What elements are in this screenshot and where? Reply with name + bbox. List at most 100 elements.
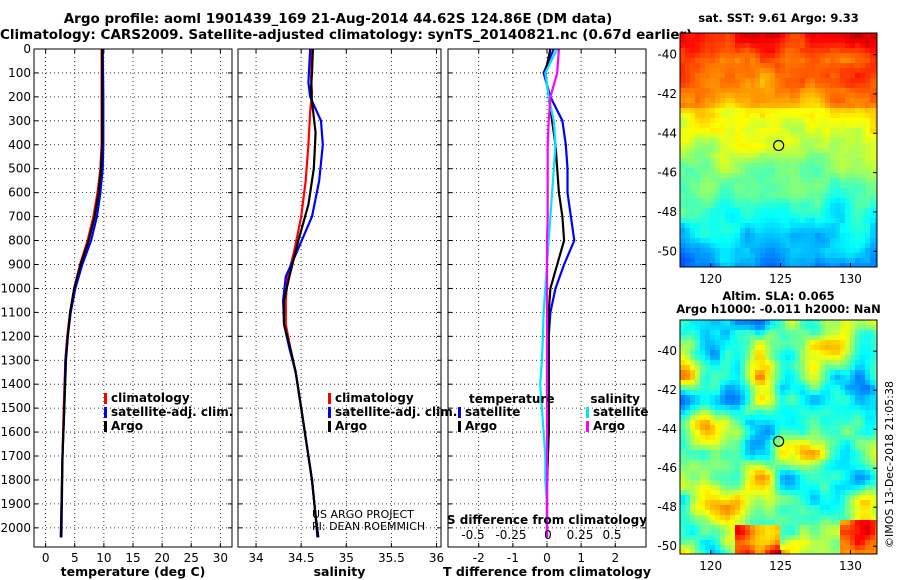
map-cell [765, 128, 771, 134]
map-cell [695, 228, 701, 234]
map-cell [870, 178, 876, 184]
map-cell [860, 93, 866, 99]
map-cell [720, 133, 726, 139]
map-cell [795, 480, 801, 486]
map-cell [680, 395, 686, 401]
map-cell [875, 223, 877, 229]
map-cell [725, 228, 731, 234]
map-cell [755, 490, 761, 496]
map-cell [790, 350, 796, 356]
map-cell [855, 340, 861, 346]
map-cell [705, 380, 711, 386]
map-cell [745, 58, 751, 64]
map-x-tick-label: 125 [769, 559, 792, 573]
map-cell [715, 525, 721, 531]
x-tick-label: 35.5 [378, 551, 405, 565]
map-cell [755, 485, 761, 491]
map-cell [860, 385, 866, 391]
map-cell [685, 475, 691, 481]
map-cell [820, 233, 826, 239]
map-cell [735, 133, 741, 139]
map-cell [820, 188, 826, 194]
map-cell [815, 340, 821, 346]
map-cell [875, 263, 877, 267]
map-cell [775, 380, 781, 386]
map-cell [775, 395, 781, 401]
map-cell [700, 475, 706, 481]
map-cell [820, 525, 826, 531]
map-cell [785, 335, 791, 341]
map-cell [775, 540, 781, 546]
map-cell [770, 108, 776, 114]
map-cell [720, 123, 726, 129]
map-cell [765, 435, 771, 441]
map-cell [870, 63, 876, 69]
map-cell [725, 48, 731, 54]
map-cell [800, 395, 806, 401]
map-cell [700, 465, 706, 471]
map-cell [845, 525, 851, 531]
map-cell [725, 545, 731, 551]
map-cell [705, 365, 711, 371]
map-cell [830, 88, 836, 94]
map-cell [820, 510, 826, 516]
map-cell [855, 263, 861, 267]
map-cell [740, 43, 746, 49]
map-cell [720, 58, 726, 64]
map-cell [850, 455, 856, 461]
map-cell [765, 520, 771, 526]
map-cell [815, 410, 821, 416]
map-cell [710, 500, 716, 506]
y-tick-label: 1700 [0, 449, 31, 463]
map-cell [740, 103, 746, 109]
map-cell [710, 173, 716, 179]
map-cell [710, 490, 716, 496]
map-cell [850, 238, 856, 244]
map-cell [730, 375, 736, 381]
map-cell [840, 78, 846, 84]
map-cell [820, 158, 826, 164]
map-cell [820, 223, 826, 229]
map-cell [790, 390, 796, 396]
map-cell [855, 258, 861, 264]
map-cell [705, 320, 711, 326]
map-cell [770, 530, 776, 536]
map-cell [695, 33, 701, 39]
map-cell [680, 550, 686, 554]
map-cell [775, 218, 781, 224]
map-cell [750, 505, 756, 511]
map-cell [750, 540, 756, 546]
map-y-tick-label: -44 [657, 422, 677, 436]
map-cell [690, 540, 696, 546]
map-cell [810, 108, 816, 114]
map-cell [770, 98, 776, 104]
map-cell [715, 460, 721, 466]
map-cell [745, 238, 751, 244]
map-cell [875, 400, 877, 406]
map-cell [825, 33, 831, 39]
map-cell [815, 460, 821, 466]
map-cell [795, 415, 801, 421]
map-cell [865, 390, 871, 396]
map-cell [785, 470, 791, 476]
map-cell [760, 375, 766, 381]
map-cell [785, 43, 791, 49]
map-cell [690, 193, 696, 199]
map-cell [785, 223, 791, 229]
map-cell [695, 455, 701, 461]
map-cell [740, 58, 746, 64]
map-cell [680, 63, 686, 69]
map-cell [710, 253, 716, 259]
map-cell [875, 540, 877, 546]
map-cell [830, 253, 836, 259]
map-cell [720, 515, 726, 521]
map-cell [785, 53, 791, 59]
map-cell [705, 53, 711, 59]
map-cell [745, 178, 751, 184]
map-cell [865, 330, 871, 336]
map-cell [750, 103, 756, 109]
map-cell [820, 178, 826, 184]
map-cell [750, 38, 756, 44]
map-cell [680, 355, 686, 361]
map-cell [855, 63, 861, 69]
